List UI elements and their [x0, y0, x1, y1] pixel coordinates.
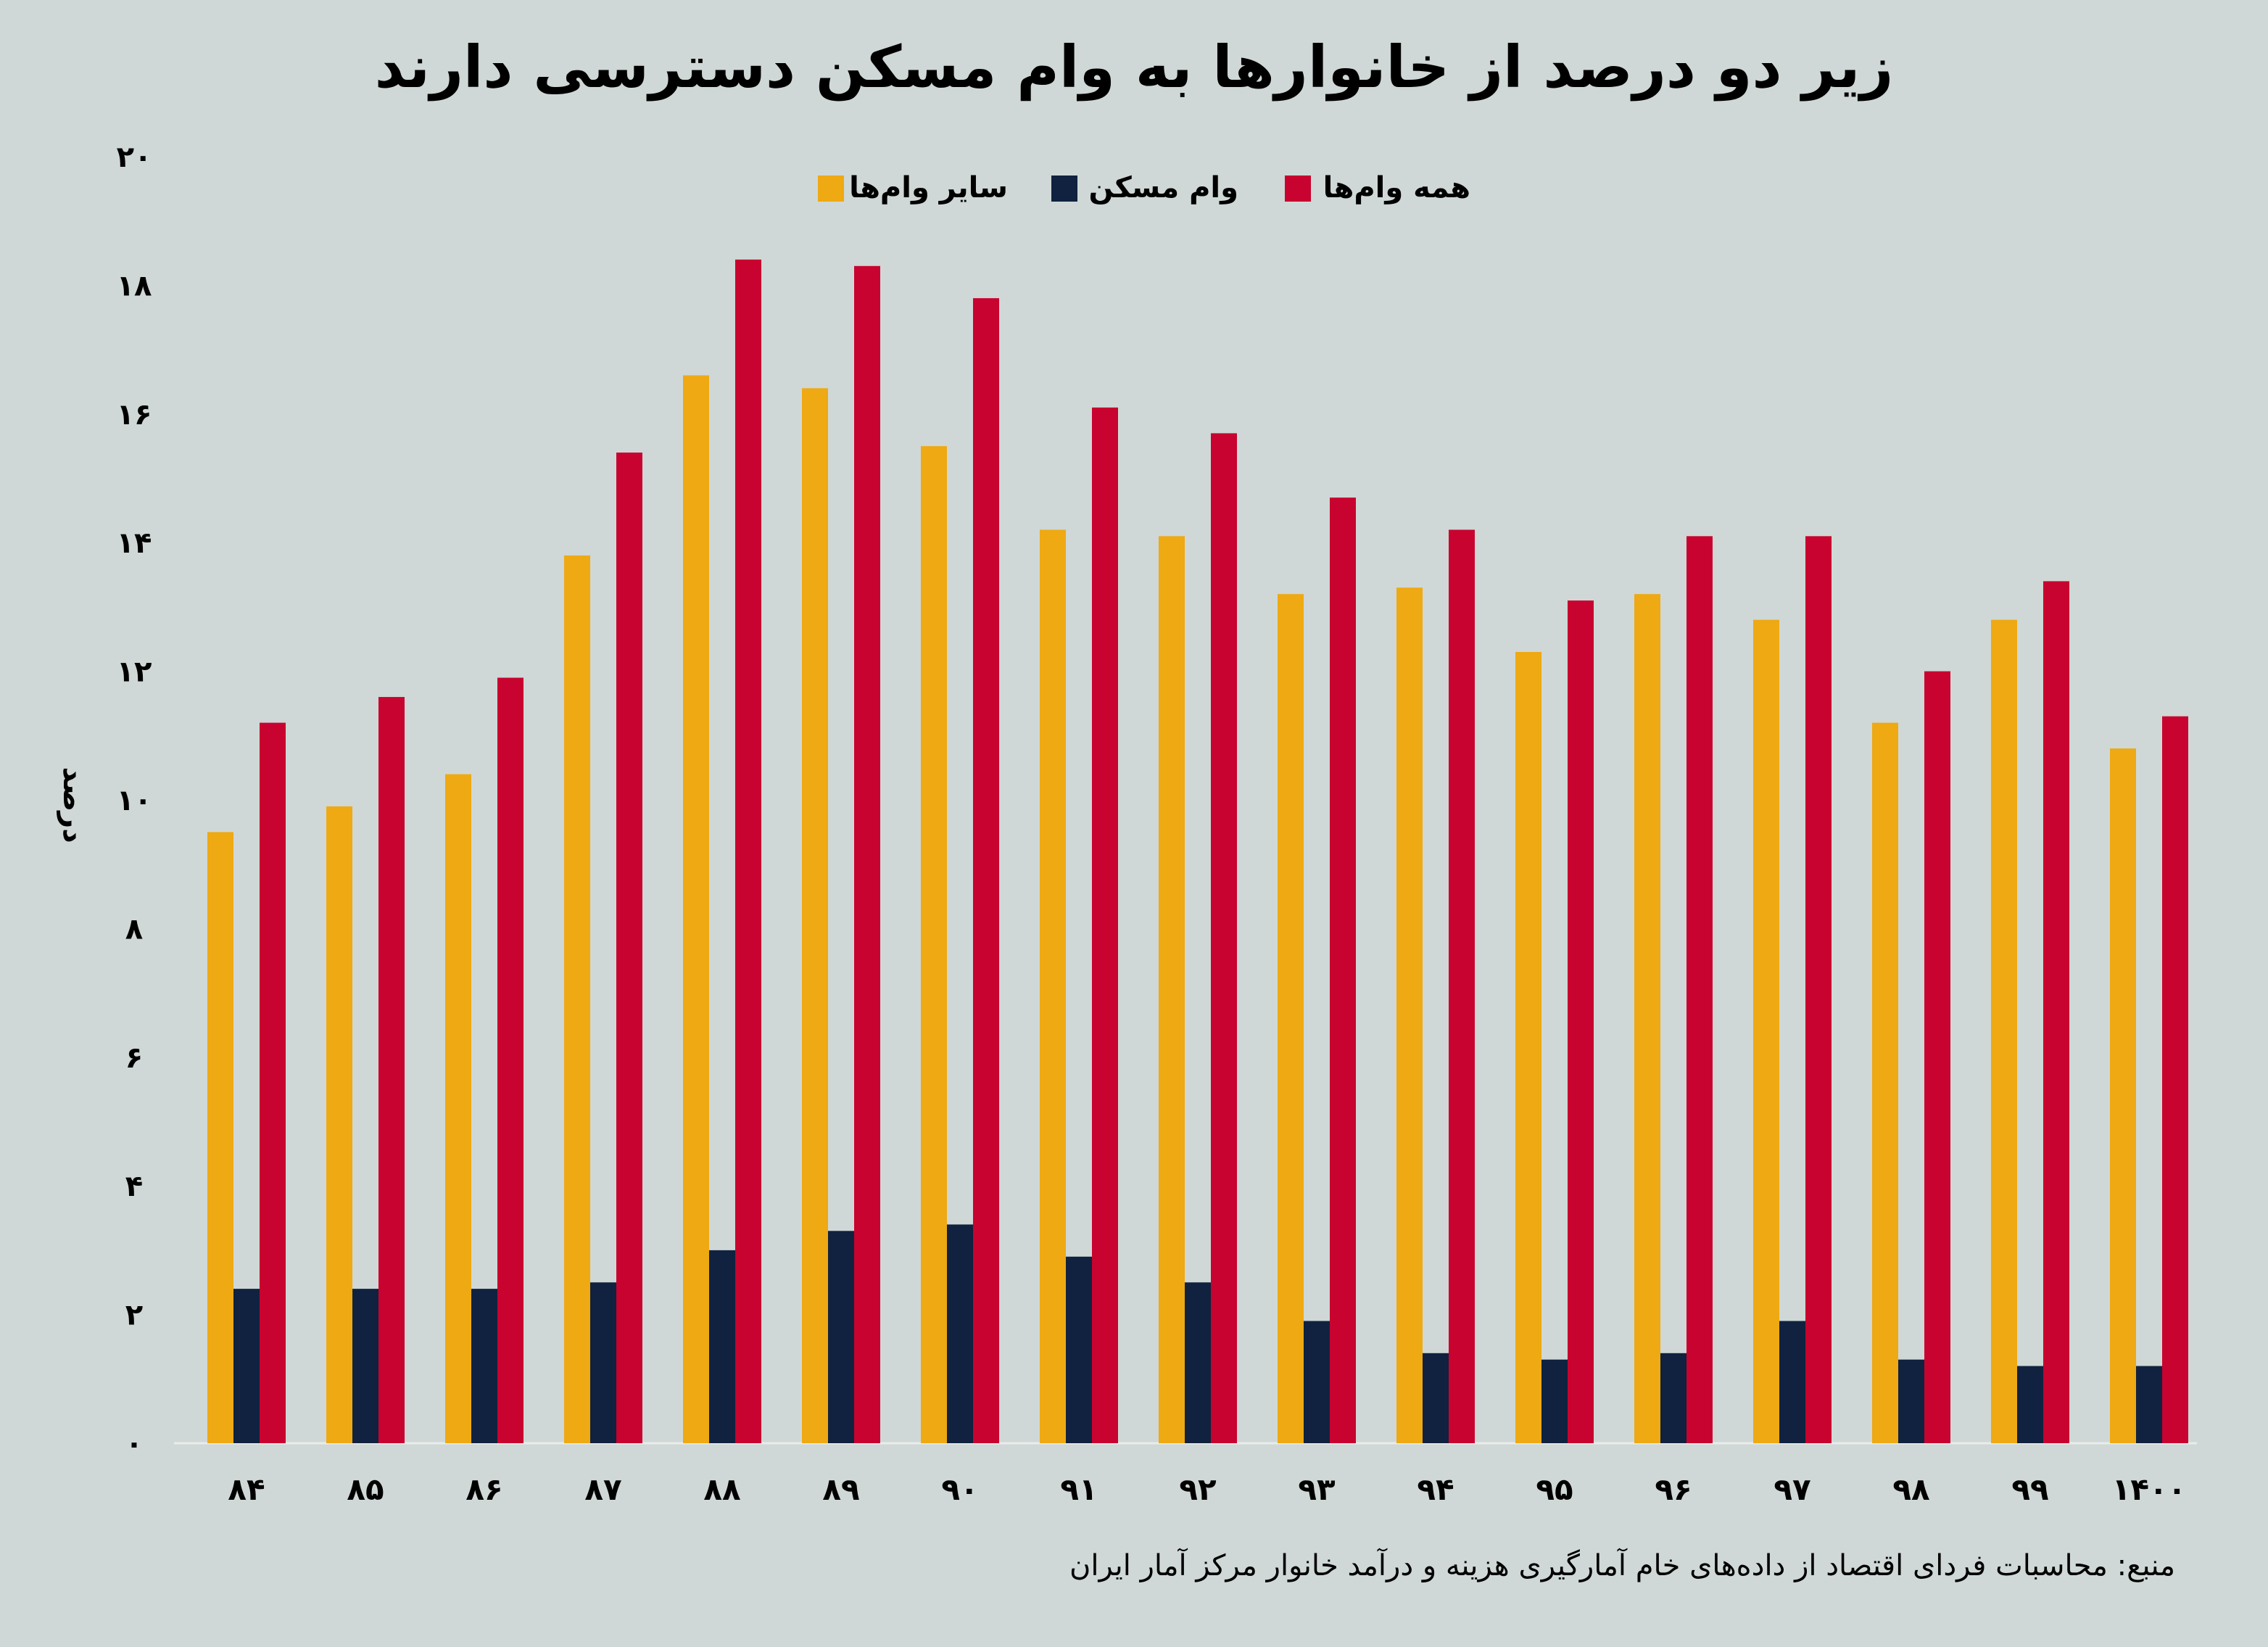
bar-other-loans — [1634, 594, 1660, 1444]
bar-other-loans — [1872, 722, 1898, 1443]
bar-all-loans — [1686, 536, 1713, 1443]
y-tick-label: ۱۴ — [117, 527, 152, 560]
legend-label: سایر وام‌ها — [849, 171, 1008, 205]
bar-all-loans — [1330, 498, 1356, 1443]
bar-all-loans — [1805, 536, 1832, 1443]
y-tick-label: ۱۲ — [117, 656, 152, 689]
bar-housing-loan — [352, 1289, 378, 1443]
x-tick-label: ۹۲ — [1179, 1471, 1217, 1507]
x-tick-label: ۹۷ — [1774, 1471, 1811, 1507]
bar-housing-loan — [1779, 1321, 1805, 1443]
x-tick-label: ۸۹ — [822, 1471, 859, 1507]
bar-other-loans — [683, 375, 709, 1443]
bar-other-loans — [921, 446, 947, 1443]
x-tick-label: ۸۶ — [465, 1471, 502, 1507]
bar-all-loans — [260, 722, 286, 1443]
x-tick-label: ۹۴ — [1417, 1471, 1454, 1507]
bar-all-loans — [973, 298, 999, 1443]
x-tick-label: ۹۵ — [1536, 1471, 1573, 1507]
y-tick-label: ۸ — [125, 912, 143, 946]
bar-all-loans — [854, 265, 880, 1443]
legend: سایر وام‌ها وام مسکن همه وام‌ها — [818, 171, 1470, 205]
chart-title: زیر دو درصد از خانوارها به وام مسکن دستر… — [375, 33, 1894, 102]
bar-all-loans — [1092, 407, 1118, 1444]
y-tick-label: ۴ — [125, 1170, 143, 1203]
bar-housing-loan — [590, 1282, 616, 1443]
bar-other-loans — [2110, 748, 2136, 1443]
x-tick-label: ۹۶ — [1655, 1471, 1692, 1507]
y-axis: ۰ ۲ ۴ ۶ ۸ ۱۰ ۱۲ ۱۴ ۱۶ ۱۸ ۲۰ — [117, 141, 152, 1461]
bar-housing-loan — [1898, 1359, 1924, 1443]
bar-other-loans — [1515, 651, 1541, 1443]
x-tick-label: ۸۴ — [228, 1471, 265, 1507]
bar-other-loans — [1396, 587, 1423, 1443]
x-tick-label: ۹۹ — [2011, 1471, 2048, 1507]
legend-label: وام مسکن — [1088, 171, 1238, 205]
y-tick-label: ۶ — [125, 1041, 143, 1075]
bar-all-loans — [1924, 671, 1950, 1443]
legend-label: همه وام‌ها — [1323, 171, 1470, 205]
bar-housing-loan — [1304, 1321, 1330, 1443]
bar-housing-loan — [947, 1224, 973, 1443]
bar-other-loans — [207, 832, 233, 1443]
x-tick-label: ۹۳ — [1298, 1471, 1336, 1507]
x-tick-label: ۸۸ — [703, 1471, 741, 1507]
bar-all-loans — [2162, 716, 2188, 1443]
bar-other-loans — [445, 774, 471, 1443]
y-tick-label: ۰ — [125, 1427, 143, 1461]
legend-swatch — [1051, 176, 1077, 202]
bar-all-loans — [378, 697, 405, 1443]
x-tick-label: ۸۷ — [584, 1471, 622, 1507]
bar-other-loans — [1278, 594, 1304, 1444]
bar-housing-loan — [709, 1250, 735, 1443]
source-note: منبع: محاسبات فردای اقتصاد از داده‌های خ… — [1069, 1548, 2175, 1582]
bar-all-loans — [1449, 529, 1475, 1444]
bar-other-loans — [802, 388, 828, 1443]
bar-other-loans — [1159, 536, 1185, 1443]
legend-swatch — [1285, 176, 1311, 202]
bar-housing-loan — [471, 1289, 497, 1443]
x-tick-label: ۹۰ — [941, 1471, 978, 1507]
bar-other-loans — [326, 806, 352, 1443]
bar-housing-loan — [2017, 1366, 2043, 1443]
y-tick-label: ۱۰ — [117, 784, 152, 817]
bar-all-loans — [2043, 581, 2069, 1444]
y-tick-label: ۱۶ — [117, 398, 152, 432]
bar-all-loans — [1568, 600, 1594, 1443]
bar-all-loans — [1211, 433, 1237, 1444]
bar-other-loans — [1040, 529, 1066, 1444]
bar-housing-loan — [1541, 1359, 1568, 1443]
bar-other-loans — [1753, 619, 1779, 1443]
x-axis: ۸۴ ۸۵ ۸۶ ۸۷ ۸۸ ۸۹ ۹۰ ۹۱ ۹۲ ۹۳ ۹۴ ۹۵ ۹۶ ۹۷ ۹۸ ۹۹ ۱۴۰۰ — [228, 1471, 2186, 1507]
x-tick-label: ۸۵ — [347, 1471, 384, 1507]
bar-housing-loan — [1660, 1353, 1686, 1443]
bar-housing-loan — [233, 1289, 260, 1443]
bar-housing-loan — [2136, 1366, 2162, 1443]
y-tick-label: ۱۸ — [117, 269, 152, 302]
y-tick-label: ۲۰ — [117, 141, 152, 174]
bar-housing-loan — [1185, 1282, 1211, 1443]
y-axis-label: درصد — [57, 767, 90, 843]
bar-other-loans — [564, 555, 590, 1444]
x-tick-label: ۹۸ — [1892, 1471, 1930, 1507]
bar-housing-loan — [1066, 1256, 1092, 1443]
x-tick-label: ۱۴۰۰ — [2112, 1471, 2187, 1507]
bar-all-loans — [735, 259, 761, 1443]
bar-housing-loan — [828, 1231, 854, 1443]
bar-housing-loan — [1423, 1353, 1449, 1443]
bar-all-loans — [616, 453, 642, 1443]
bars — [207, 259, 2188, 1444]
x-tick-label: ۹۱ — [1060, 1471, 1097, 1507]
bar-all-loans — [497, 677, 523, 1443]
y-tick-label: ۲ — [125, 1299, 143, 1332]
legend-swatch — [818, 176, 844, 202]
bar-other-loans — [1991, 619, 2017, 1443]
